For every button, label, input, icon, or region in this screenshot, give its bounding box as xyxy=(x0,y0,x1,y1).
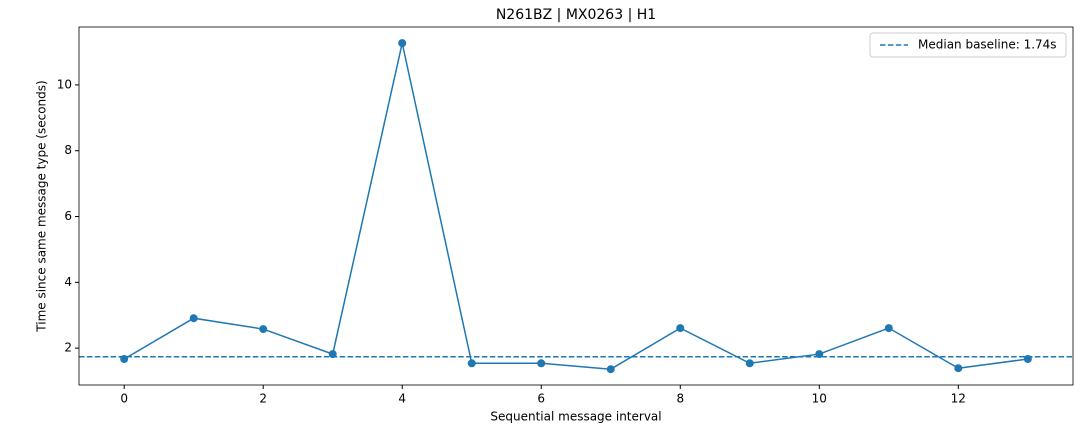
data-point xyxy=(884,324,893,333)
y-tick-label: 6 xyxy=(64,209,72,223)
legend-box xyxy=(869,32,1067,58)
data-point xyxy=(120,355,129,364)
y-tick-label: 8 xyxy=(64,143,72,157)
data-point xyxy=(1023,355,1032,364)
x-tick-label: 2 xyxy=(259,392,267,406)
data-point xyxy=(328,350,337,359)
data-point xyxy=(954,364,963,373)
data-point xyxy=(467,359,476,368)
data-point xyxy=(259,325,268,334)
x-tick-label: 6 xyxy=(537,392,545,406)
axes-frame xyxy=(78,26,1074,386)
data-point xyxy=(676,324,685,333)
y-tick-label: 2 xyxy=(64,341,72,355)
x-tick-label: 8 xyxy=(676,392,684,406)
legend-label: Median baseline: 1.74s xyxy=(918,38,1057,52)
x-tick-label: 10 xyxy=(812,392,827,406)
data-point xyxy=(815,350,824,359)
x-tick-label: 4 xyxy=(398,392,406,406)
data-point xyxy=(745,359,754,368)
y-tick-label: 4 xyxy=(64,275,72,289)
x-tick-label: 0 xyxy=(120,392,128,406)
data-point xyxy=(398,39,407,48)
data-point xyxy=(537,359,546,368)
chart-title: N261BZ | MX0263 | H1 xyxy=(496,7,656,23)
x-tick-label: 12 xyxy=(951,392,966,406)
data-point xyxy=(606,365,615,374)
x-axis-label: Sequential message interval xyxy=(490,410,661,424)
y-tick-label: 10 xyxy=(57,77,72,91)
y-axis-label: Time since same message type (seconds) xyxy=(35,80,49,332)
data-line xyxy=(123,42,1028,370)
data-point xyxy=(189,314,198,323)
